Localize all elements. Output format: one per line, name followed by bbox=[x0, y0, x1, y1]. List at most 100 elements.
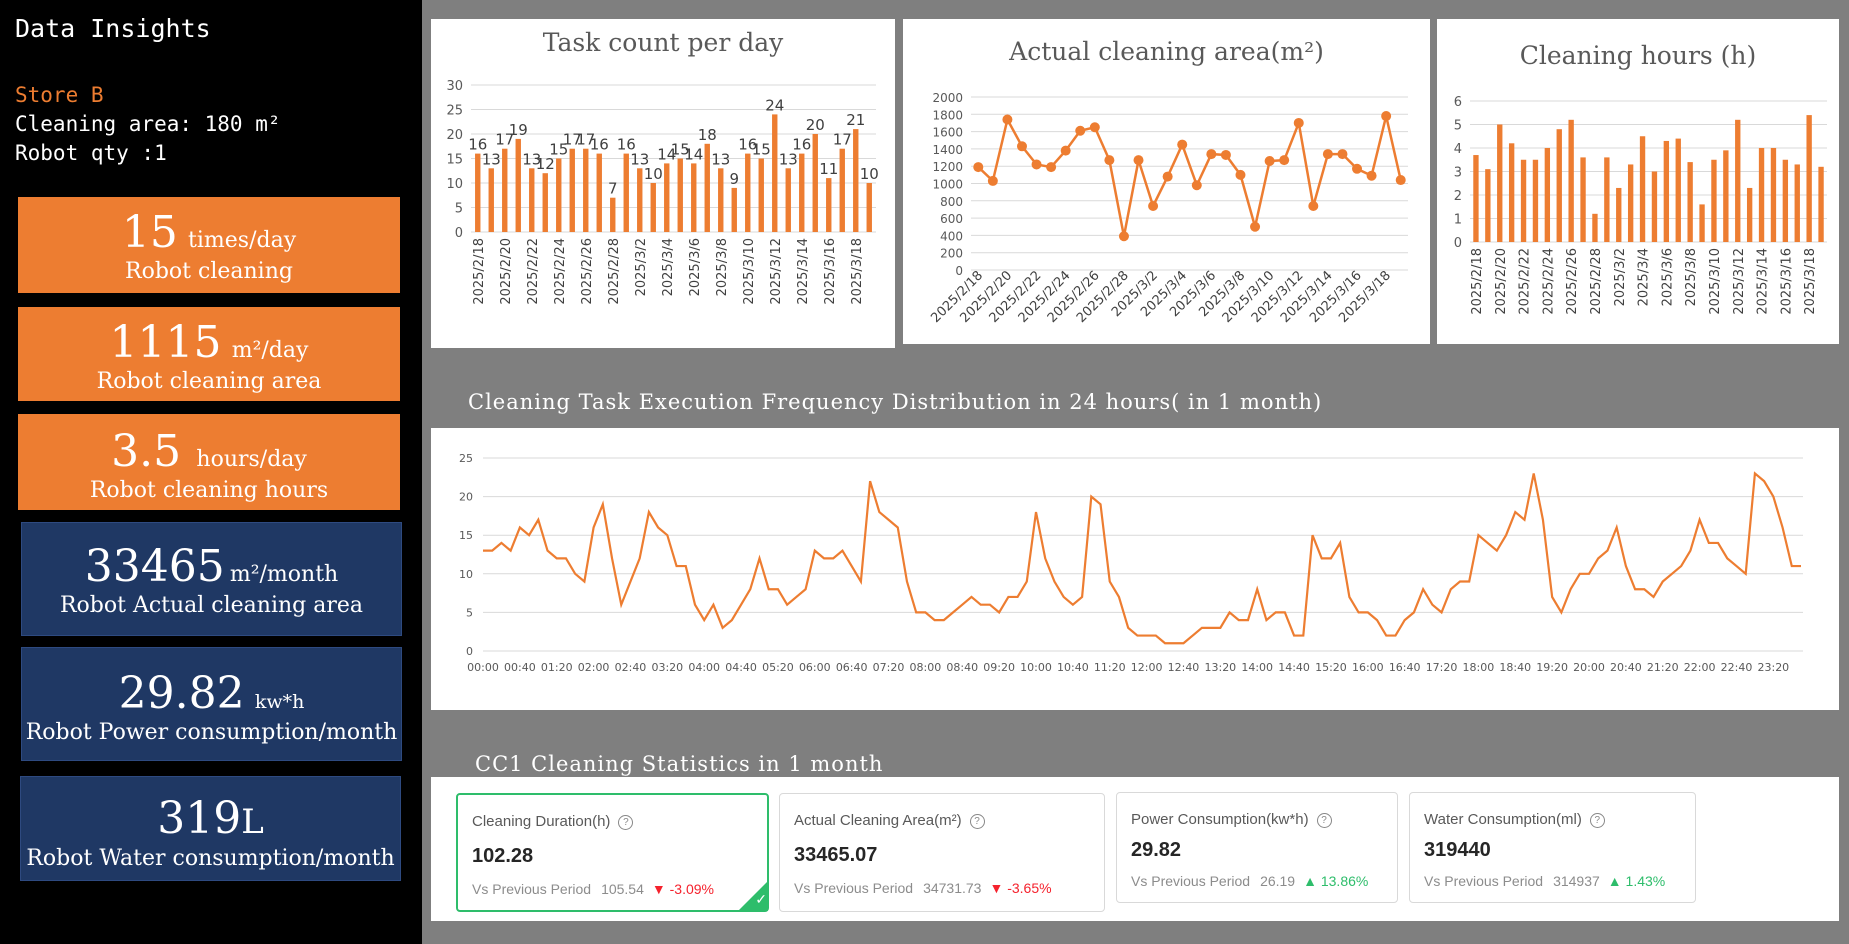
data-point bbox=[1089, 122, 1100, 133]
bar bbox=[853, 129, 859, 232]
metric-value: 1115 bbox=[109, 317, 222, 368]
data-label: 16 bbox=[468, 136, 487, 154]
help-icon[interactable]: ? bbox=[969, 814, 985, 829]
x-tick-label: 23:20 bbox=[1757, 661, 1789, 674]
bar bbox=[502, 148, 508, 232]
bar bbox=[826, 178, 832, 232]
cleaning-area-chart-panel: Actual cleaning area(m²) 0 200 400 600 800 10… bbox=[903, 19, 1430, 344]
bar bbox=[1580, 157, 1586, 242]
x-tick-label: 19:20 bbox=[1536, 661, 1568, 674]
bar bbox=[610, 197, 616, 232]
bar bbox=[1723, 150, 1729, 242]
x-tick-label: 13:20 bbox=[1204, 661, 1236, 674]
x-tick-label: 12:00 bbox=[1131, 661, 1163, 674]
x-tick-label: 2025/3/2 bbox=[634, 238, 649, 296]
data-point bbox=[987, 175, 998, 186]
bar bbox=[1497, 124, 1503, 242]
bar bbox=[1663, 140, 1670, 242]
stat-card-water[interactable]: Water Consumption(ml)? 319440 Vs Previou… bbox=[1409, 792, 1696, 903]
bar bbox=[1746, 187, 1753, 242]
bar bbox=[704, 143, 710, 232]
stat-card-duration[interactable]: Cleaning Duration(h)? 102.28 Vs Previous… bbox=[456, 793, 769, 912]
data-label: 20 bbox=[806, 116, 825, 134]
y-tick-label: 3 bbox=[1454, 166, 1462, 181]
x-tick-label: 2025/2/24 bbox=[553, 238, 568, 305]
x-tick-label: 04:00 bbox=[688, 661, 720, 674]
x-tick-label: 07:20 bbox=[873, 661, 905, 674]
y-tick-label: 600 bbox=[940, 212, 963, 226]
change-up-indicator: ▲ 1.43% bbox=[1607, 873, 1666, 889]
metric-value: 3.5 bbox=[111, 426, 182, 477]
x-tick-label: 00:40 bbox=[504, 661, 536, 674]
data-point bbox=[1002, 114, 1013, 125]
data-label: 9 bbox=[729, 170, 739, 188]
bar bbox=[529, 168, 535, 232]
bar bbox=[1627, 164, 1634, 242]
y-tick-label: 15 bbox=[459, 529, 473, 542]
selected-check-icon: ✓ bbox=[738, 881, 768, 911]
x-tick-label: 2025/3/8 bbox=[1684, 248, 1699, 306]
y-tick-label: 1000 bbox=[932, 178, 963, 192]
metric-unit: times/day bbox=[188, 228, 297, 253]
bar bbox=[839, 148, 845, 232]
bar bbox=[596, 153, 602, 232]
x-tick-label: 14:00 bbox=[1241, 661, 1273, 674]
metric-unit: m²/month bbox=[229, 562, 339, 587]
change-up-indicator: ▲ 13.86% bbox=[1303, 873, 1369, 889]
data-label: 12 bbox=[536, 155, 555, 173]
bar bbox=[569, 148, 575, 232]
help-icon[interactable]: ? bbox=[1316, 813, 1332, 828]
x-tick-label: 10:40 bbox=[1057, 661, 1089, 674]
x-tick-label: 20:00 bbox=[1573, 661, 1605, 674]
bar bbox=[1782, 159, 1789, 242]
help-icon[interactable]: ? bbox=[1589, 813, 1605, 828]
data-point bbox=[1366, 170, 1377, 181]
x-tick-label: 08:40 bbox=[946, 661, 978, 674]
data-label: 15 bbox=[671, 141, 690, 159]
data-label: 13 bbox=[522, 150, 541, 168]
bar bbox=[1544, 148, 1551, 242]
stat-card-area[interactable]: Actual Cleaning Area(m²)? 33465.07 Vs Pr… bbox=[779, 793, 1105, 912]
stat-title: Actual Cleaning Area(m²) bbox=[794, 812, 962, 829]
bar bbox=[1687, 162, 1693, 242]
frequency-section-title: Cleaning Task Execution Frequency Distri… bbox=[468, 390, 1323, 414]
y-tick-label: 1800 bbox=[932, 108, 963, 122]
data-label: 17 bbox=[833, 131, 852, 149]
stat-value: 319440 bbox=[1424, 839, 1491, 861]
bar bbox=[1711, 159, 1717, 242]
metric-label: Robot Power consumption/month bbox=[25, 720, 398, 745]
x-tick-label: 2025/2/20 bbox=[1494, 248, 1509, 315]
stat-title: Water Consumption(ml) bbox=[1424, 811, 1582, 828]
data-label: 14 bbox=[684, 145, 703, 163]
x-tick-label: 2025/3/12 bbox=[1732, 248, 1747, 315]
help-icon[interactable]: ? bbox=[618, 815, 634, 830]
y-tick-label: 10 bbox=[459, 568, 473, 581]
bar bbox=[785, 168, 791, 232]
x-tick-label: 2025/2/20 bbox=[499, 238, 514, 305]
data-label: 17 bbox=[495, 131, 514, 149]
x-tick-label: 2025/3/4 bbox=[661, 238, 676, 296]
data-point bbox=[1235, 169, 1246, 180]
bar bbox=[1520, 159, 1527, 242]
y-tick-label: 0 bbox=[455, 226, 463, 241]
y-tick-label: 25 bbox=[446, 104, 463, 119]
change-down-indicator: ▼ -3.09% bbox=[651, 881, 714, 897]
x-tick-label: 16:40 bbox=[1389, 661, 1421, 674]
frequency-chart-panel: 0 5 10 15 20 25 00:00 00:40 01:20 02:00 02:40 03:20… bbox=[431, 428, 1839, 710]
bar bbox=[1758, 148, 1765, 242]
bar bbox=[1604, 157, 1610, 242]
bar bbox=[515, 138, 521, 232]
x-tick-label: 20:40 bbox=[1610, 661, 1642, 674]
metric-value: 15 bbox=[121, 207, 178, 258]
bar bbox=[691, 163, 697, 232]
data-point bbox=[1220, 149, 1231, 160]
data-point bbox=[1293, 117, 1304, 128]
bar bbox=[1532, 159, 1539, 242]
x-tick-label: 2025/2/24 bbox=[1541, 248, 1556, 315]
bar bbox=[1473, 155, 1479, 242]
y-tick-label: 200 bbox=[940, 247, 963, 261]
data-point bbox=[1279, 155, 1290, 166]
x-tick-label: 21:20 bbox=[1647, 661, 1679, 674]
stat-card-power[interactable]: Power Consumption(kw*h)? 29.82 Vs Previo… bbox=[1116, 792, 1398, 903]
data-label: 13 bbox=[630, 150, 649, 168]
